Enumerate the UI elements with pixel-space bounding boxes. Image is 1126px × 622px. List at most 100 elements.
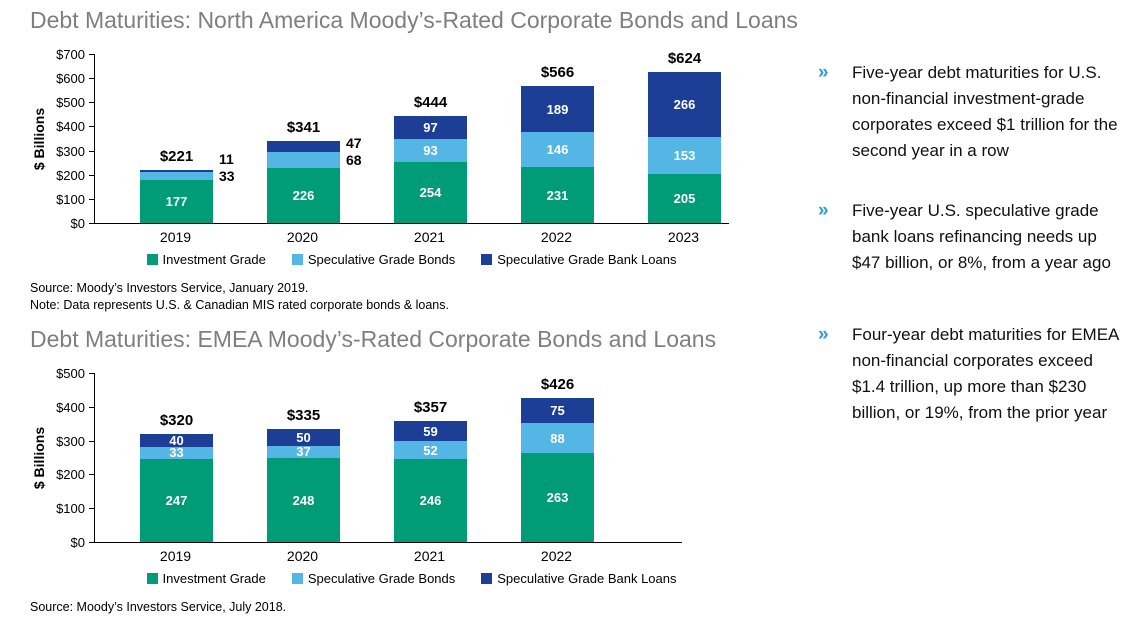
segment-value-label: 254 [419,184,442,200]
bullets-column: » Five-year debt maturities for U.S. non… [818,6,1124,426]
bar-segment: 33 [140,446,213,459]
segment-value-label: 59 [423,423,438,439]
bar-segment: 97 [394,115,467,140]
chart-title: Debt Maturities: EMEA Moody’s-Rated Corp… [30,326,717,352]
bar-total-label: $335 [286,406,321,424]
y-tick-label: $600 [56,71,85,87]
y-tick-mark [89,440,94,442]
legend-label: Speculative Grade Bank Loans [497,252,677,267]
y-tick-mark [89,102,94,104]
y-axis: $0 $100 $200 $300 $400 $500 $600 $700 [48,47,94,231]
bullet-text: Five-year debt maturities for U.S. non-f… [852,63,1118,160]
legend-swatch-icon [481,573,493,584]
segment-value-label: 263 [546,490,569,506]
segment-value-label: 248 [292,492,315,508]
chevron-bullet-icon: » [818,200,829,221]
y-tick-label: $100 [56,191,85,207]
chart-north-america: Debt Maturities: North America Moody’s-R… [30,6,798,313]
y-tick-mark [89,78,94,80]
x-tick-label: 2023 [667,229,700,245]
bars: 247 33 40 $320 248 37 50 $335 246 52 59 $357 263 88 75… [95,373,682,542]
bar-segment: 153 [648,136,721,174]
segment-value-label: 153 [673,147,696,163]
legend-swatch-icon [146,254,158,265]
y-axis-title: $ Billions [30,54,48,224]
segment-value-label: 50 [296,429,311,445]
bar-2019: 247 33 40 $320 [140,412,213,542]
bar-segment: 189 [521,86,594,132]
segment-value-label: 47 [346,135,362,152]
segment-value-label: 146 [546,142,569,158]
segment-value-label: 33 [219,168,235,185]
y-tick-label: $300 [56,433,85,449]
bar-2022: 231 146 189 $566 [521,64,594,223]
bar-segment: 37 [267,444,340,460]
legend-label: Speculative Grade Bank Loans [497,571,677,586]
y-tick-label: $500 [56,366,85,381]
segment-value-label: 226 [292,188,315,204]
bar-segment: 177 [140,180,213,223]
bar-2023: 205 153 266 $624 [648,50,721,223]
bar-total-label: $426 [540,376,575,394]
bar-segment: 93 [394,139,467,162]
y-tick-mark [89,126,94,128]
legend-swatch-icon [291,573,303,584]
legend: Investment Grade Speculative Grade Bonds S… [94,571,729,586]
segment-value-label: 40 [169,433,184,449]
bar-total-label: $566 [540,64,575,82]
y-tick-label: $0 [70,216,85,231]
segment-value-label: 88 [550,430,565,446]
x-tick-label: 2021 [413,548,446,564]
bars: 177 33 11 $221 226 68 47 $341 254 93 97 $444 231 146 1… [95,50,729,223]
bar-segment [140,172,213,181]
bar-segment: 248 [267,458,340,542]
legend-label: Investment Grade [162,571,266,586]
bar-total-label: $444 [413,93,448,111]
legend-swatch-icon [146,573,158,584]
bar-segment: 263 [521,453,594,542]
y-tick-label: $400 [56,399,85,415]
legend: Investment Grade Speculative Grade Bonds S… [94,252,729,267]
bar-segment: 59 [394,421,467,442]
bar-total-label: $357 [413,399,448,417]
legend-label: Investment Grade [162,252,266,267]
segment-value-label: 37 [296,444,311,460]
bar-segment: 226 [267,168,340,223]
bullet-item: » Five-year debt maturities for U.S. non… [818,60,1124,164]
bullet-item: » Four-year debt maturities for EMEA non… [818,322,1124,426]
x-tick-label: 2019 [159,229,192,245]
y-tick-label: $200 [56,467,85,483]
bar-segment: 75 [521,398,594,424]
x-tick-label: 2020 [286,548,319,564]
source-note: Source: Moody’s Investors Service, Janua… [30,281,309,295]
bar-total-label: $221 [159,147,194,165]
legend-swatch-icon [291,254,303,265]
segment-value-label: 52 [423,442,438,458]
legend-swatch-icon [481,254,493,265]
y-tick-label: $100 [56,501,85,517]
segment-value-label: 75 [550,403,565,419]
y-tick-label: $700 [56,47,85,62]
x-tick-label: 2020 [286,229,319,245]
chart-emea: Debt Maturities: EMEA Moody’s-Rated Corp… [30,325,770,615]
legend-label: Speculative Grade Bonds [307,571,456,586]
bar-segment: 146 [521,132,594,168]
bullet-item: » Five-year U.S. speculative grade bank … [818,198,1124,276]
data-note: Note: Data represents U.S. & Canadian MI… [30,298,449,312]
chevron-bullet-icon: » [818,324,829,345]
x-axis-labels: 2019 2020 2021 2022 2023 [94,229,770,245]
bar-2021: 246 52 59 $357 [394,399,467,542]
segment-value-label: 231 [546,187,569,203]
segment-value-label: 68 [346,152,362,169]
y-axis: $0 $100 $200 $300 $400 $500 [48,366,94,550]
y-tick-mark [89,406,94,408]
legend-item: Speculative Grade Bank Loans [481,571,677,586]
legend-label: Speculative Grade Bonds [307,252,456,267]
bar-segment: 88 [521,423,594,454]
bar-segment [140,169,213,173]
y-tick-mark [89,373,94,374]
bar-segment: 231 [521,167,594,223]
bar-2020: 226 68 47 $341 [267,119,362,223]
source-note: Source: Moody’s Investors Service, July … [30,600,287,614]
